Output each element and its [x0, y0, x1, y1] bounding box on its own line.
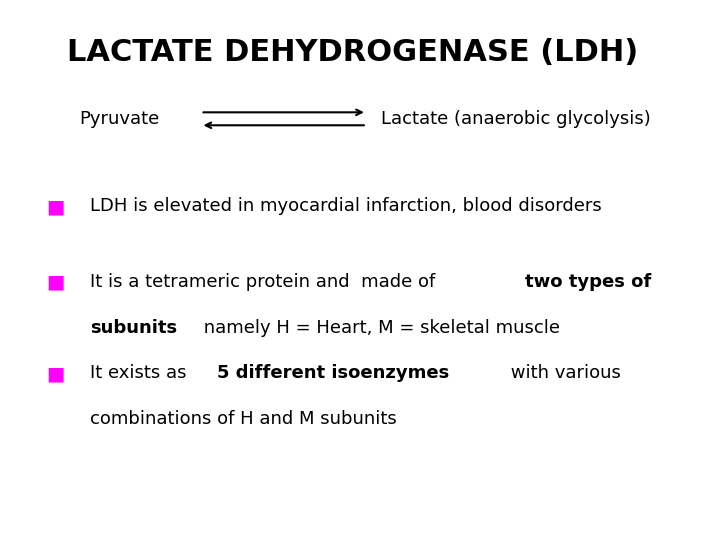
- Text: subunits: subunits: [90, 319, 177, 336]
- Text: 5 different isoenzymes: 5 different isoenzymes: [217, 364, 449, 382]
- Text: LACTATE DEHYDROGENASE (LDH): LACTATE DEHYDROGENASE (LDH): [68, 38, 639, 67]
- Text: combinations of H and M subunits: combinations of H and M subunits: [90, 410, 397, 428]
- Text: two types of: two types of: [526, 273, 652, 291]
- Text: ■: ■: [46, 197, 64, 216]
- Text: It exists as: It exists as: [90, 364, 192, 382]
- Text: LDH is elevated in myocardial infarction, blood disorders: LDH is elevated in myocardial infarction…: [90, 197, 601, 215]
- Text: with various: with various: [505, 364, 621, 382]
- Text: ■: ■: [46, 364, 64, 383]
- Text: Pyruvate: Pyruvate: [79, 110, 160, 128]
- Text: ■: ■: [46, 273, 64, 292]
- Text: It is a tetrameric protein and  made of: It is a tetrameric protein and made of: [90, 273, 441, 291]
- Text: Lactate (anaerobic glycolysis): Lactate (anaerobic glycolysis): [381, 110, 650, 128]
- Text: namely H = Heart, M = skeletal muscle: namely H = Heart, M = skeletal muscle: [198, 319, 560, 336]
